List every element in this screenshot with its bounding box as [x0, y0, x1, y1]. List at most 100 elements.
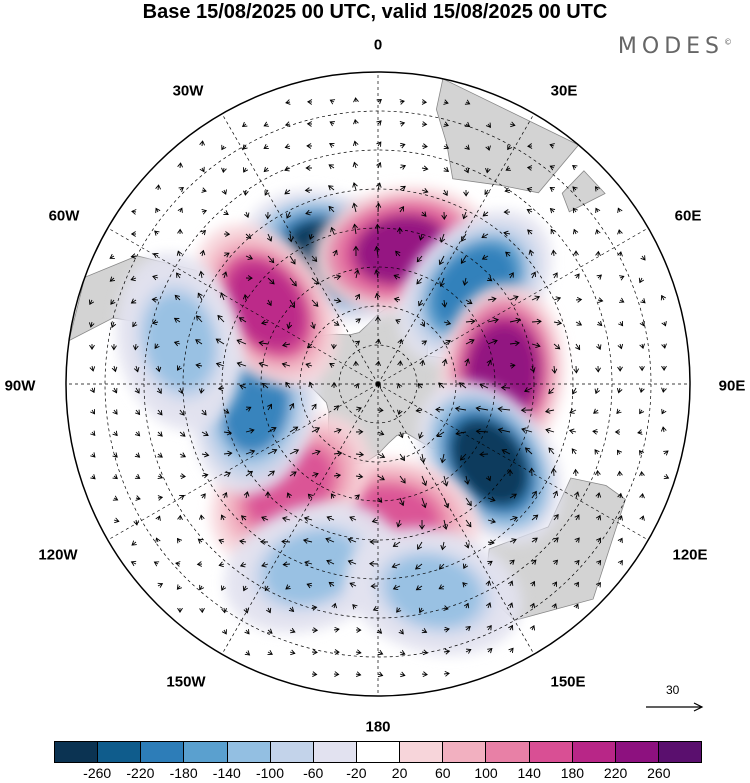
wind-arrow: [617, 492, 623, 499]
wind-arrow: [289, 649, 296, 656]
wind-arrow-head: [197, 292, 203, 298]
wind-arrow: [157, 495, 164, 501]
wind-arrow-head: [311, 256, 318, 262]
wind-arrow-head: [462, 563, 469, 570]
wind-arrow: [508, 272, 514, 279]
wind-arrow: [154, 230, 160, 236]
wind-arrow: [531, 342, 541, 349]
wind-arrow-shaft: [460, 453, 467, 461]
lon-label-150w: 150W: [166, 673, 206, 691]
wind-arrow-head: [617, 251, 623, 257]
wind-arrow-head: [399, 206, 405, 212]
wind-arrow-shaft: [418, 299, 423, 306]
wind-arrow-shaft: [305, 363, 313, 367]
wind-arrow-shaft: [553, 559, 558, 565]
wind-arrow-head: [329, 142, 335, 148]
wind-arrow-shaft: [376, 224, 379, 235]
wind-arrow-shaft: [135, 431, 140, 437]
wind-arrow: [284, 143, 291, 150]
wind-arrow: [156, 387, 162, 394]
meridian-30: [377, 113, 535, 385]
wind-arrow: [436, 431, 445, 437]
wind-arrow: [176, 365, 182, 371]
wind-arrow-shaft: [157, 431, 163, 437]
wind-arrow-head: [423, 165, 429, 172]
wind-arrow-head: [485, 602, 492, 608]
wind-arrow-head: [133, 520, 140, 526]
wind-arrow-shaft: [245, 429, 255, 433]
wind-arrow: [487, 296, 497, 303]
wind-arrow-head: [421, 502, 427, 509]
wind-arrow-head: [305, 165, 311, 171]
wind-arrow: [218, 538, 225, 545]
wind-arrow-shaft: [593, 409, 599, 414]
wind-arrow: [552, 490, 559, 499]
wind-arrow: [507, 602, 514, 609]
wind-arrow-head: [595, 207, 601, 214]
wind-arrow: [355, 451, 365, 458]
wind-arrow-shaft: [531, 296, 540, 301]
wind-arrow-head: [400, 478, 406, 484]
wind-arrow-head: [112, 388, 118, 394]
wind-arrow-head: [639, 408, 645, 415]
wind-arrow: [418, 299, 424, 307]
wind-arrow-head: [524, 447, 531, 453]
wind-arrow: [399, 453, 406, 462]
wind-arrow-shaft: [289, 255, 296, 265]
wind-arrow-shaft: [487, 625, 492, 631]
wind-arrow-head: [269, 257, 275, 264]
wind-arrow: [179, 409, 185, 416]
wind-arrow: [661, 408, 667, 415]
wind-arrow: [221, 189, 227, 195]
wind-arrow-head: [398, 629, 404, 635]
wind-arrow-shaft: [328, 206, 335, 213]
wind-arrow: [352, 604, 358, 610]
wind-arrow-head: [199, 584, 205, 591]
wind-arrow-head: [464, 144, 470, 150]
wind-arrow: [241, 121, 248, 127]
wind-arrow-shaft: [441, 541, 445, 550]
wind-arrow: [221, 585, 227, 591]
wind-arrow: [311, 472, 319, 478]
wind-arrow-shaft: [521, 428, 533, 433]
wind-arrow-shaft: [552, 250, 555, 257]
wind-arrow-head: [415, 585, 422, 591]
wind-arrow: [355, 649, 362, 656]
wind-arrow-head: [596, 537, 601, 543]
wind-arrow: [375, 338, 381, 345]
wind-arrow-head: [419, 359, 426, 365]
wind-arrow: [551, 365, 558, 374]
wind-arrow: [222, 491, 228, 499]
wind-arrow: [614, 429, 621, 435]
wind-arrow-head: [134, 388, 140, 394]
wind-arrow: [310, 321, 316, 330]
wind-arrow: [333, 405, 340, 411]
wind-arrow: [245, 406, 252, 412]
wind-arrow-shaft: [394, 274, 401, 279]
wind-arrow: [245, 428, 255, 434]
wind-arrow-shaft: [465, 541, 469, 549]
wind-arrow: [242, 585, 248, 592]
wind-arrow-shaft: [531, 343, 541, 347]
wind-arrow-shaft: [479, 453, 489, 456]
wind-arrow: [217, 314, 225, 323]
wind-arrow: [421, 211, 427, 217]
wind-arrow-shaft: [355, 475, 363, 478]
wind-arrow-head: [400, 164, 407, 170]
wind-arrow: [329, 363, 335, 368]
wind-arrow: [524, 387, 533, 393]
wind-arrow: [421, 143, 428, 150]
wind-arrow: [548, 447, 555, 455]
wind-arrow-head: [552, 559, 559, 565]
wind-arrow-head: [418, 300, 424, 307]
wind-arrow: [481, 233, 489, 239]
wind-arrow-head: [374, 223, 381, 229]
wind-arrow-head: [594, 388, 600, 395]
wind-arrow-shaft: [201, 250, 204, 257]
wind-arrow: [531, 318, 542, 325]
colorbar-cell-11: [529, 742, 573, 762]
wind-arrow-shaft: [333, 474, 341, 477]
wind-arrow: [132, 321, 138, 328]
wind-arrow: [531, 295, 541, 301]
wind-arrow: [242, 144, 248, 150]
